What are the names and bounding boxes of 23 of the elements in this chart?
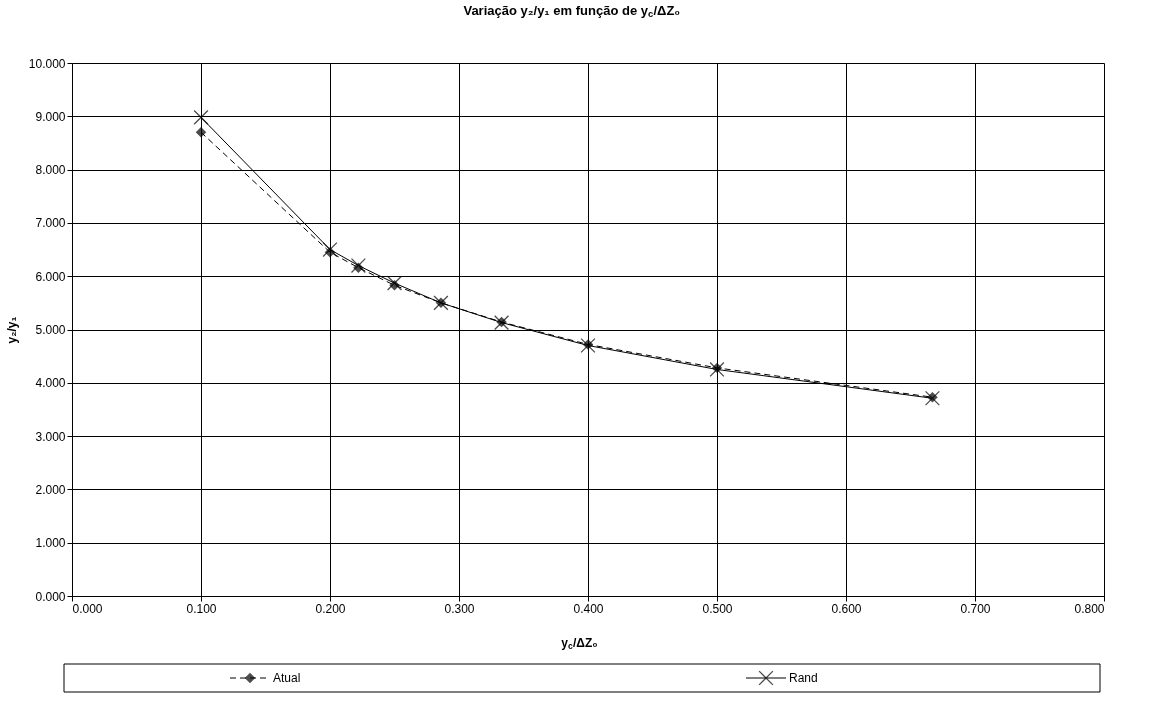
y-tick-label: 9.000	[35, 109, 66, 124]
y-tick-label: 5.000	[35, 323, 66, 337]
legend-label: Rand	[789, 671, 818, 685]
y-tick-label: 1.000	[35, 536, 66, 551]
x-tick-label: 0.400	[573, 601, 604, 616]
y-tick-label: 7.000	[35, 216, 66, 231]
y-tick-label: 3.000	[35, 429, 66, 444]
x-tick-label: 0.800	[1074, 601, 1105, 616]
x-tick-label: 0.200	[315, 601, 346, 616]
y-tick-label: 8.000	[35, 163, 66, 178]
y-tick-label: 2.000	[35, 482, 66, 497]
x-tick-label: 0.000	[72, 601, 103, 616]
x-tick-label: 0.100	[186, 601, 217, 616]
x-tick-label: 0.300	[444, 601, 475, 616]
y-axis-title: y₂/y₁	[4, 316, 19, 344]
legend-label: Atual	[273, 671, 301, 685]
x-tick-label: 0.700	[960, 601, 991, 616]
y-tick-label: 6.000	[35, 269, 66, 284]
y-tick-label: 10.000	[28, 56, 66, 71]
x-tick-label: 0.500	[702, 601, 733, 616]
x-tick-label: 0.600	[831, 601, 862, 616]
y-tick-label: 4.000	[35, 376, 66, 391]
y-tick-label: 0.000	[35, 589, 66, 604]
